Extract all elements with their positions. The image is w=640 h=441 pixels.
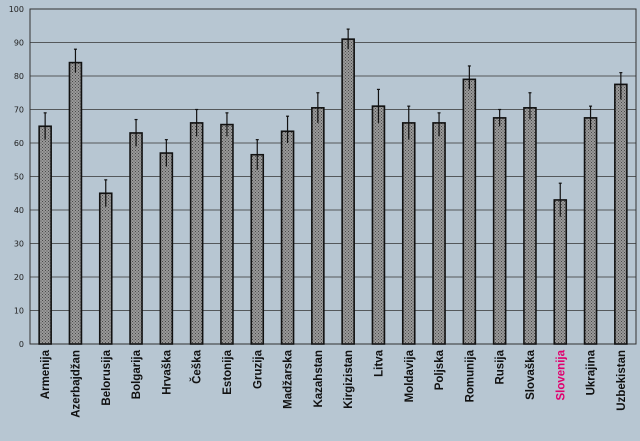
y-tick-label: 40 [14, 206, 24, 215]
bar [523, 107, 537, 345]
bar [189, 122, 204, 345]
bar [129, 132, 143, 345]
x-tick-label: Ukrajina [586, 349, 598, 395]
y-tick-label: 20 [14, 273, 24, 282]
error-bars [43, 28, 623, 217]
y-tick-label: 60 [14, 139, 24, 148]
x-tick-label: Litva [373, 349, 385, 376]
bar [311, 107, 325, 345]
x-tick-label: Kazahstan [313, 350, 325, 408]
x-tick-label: Armenija [40, 349, 52, 399]
bar [371, 105, 386, 345]
y-tick-label: 10 [14, 307, 24, 316]
x-tick-label: Bolgarija [131, 349, 143, 399]
y-axis-ticks: 0 10 20 30 40 50 60 70 80 90 100 [9, 5, 24, 349]
y-tick-label: 100 [9, 5, 24, 14]
bar [492, 117, 507, 345]
y-tick-label: 70 [14, 106, 24, 115]
x-tick-label: Azerbajdžan [70, 350, 82, 418]
bars [38, 38, 628, 345]
x-tick-label: Estonija [222, 349, 234, 394]
bar [250, 153, 265, 345]
x-tick-label: Slovaška [525, 349, 537, 399]
bar [462, 78, 477, 345]
bar [38, 125, 52, 345]
x-tick-label: Romunija [464, 349, 476, 402]
y-tick-label: 90 [14, 39, 24, 48]
x-tick-label: Hrvaška [161, 349, 173, 394]
bar [280, 130, 295, 345]
bar [432, 122, 446, 345]
x-tick-label: Gruzija [252, 349, 264, 389]
x-tick-label: Slovenija [555, 349, 567, 400]
bar [98, 192, 113, 345]
x-tick-label: Kirgizistan [343, 350, 355, 409]
bar [341, 38, 355, 345]
x-tick-label: Češka [191, 349, 204, 383]
x-tick-label: Madžarska [283, 349, 295, 408]
x-tick-label: Poljska [434, 349, 446, 390]
x-tick-label: Moldavija [404, 349, 416, 402]
x-tick-label: Belorusija [101, 349, 113, 405]
bar [220, 123, 234, 345]
bar [553, 199, 568, 345]
bar [583, 117, 598, 345]
x-axis-labels: Armenija Azerbajdžan Belorusija Bolgarija Hr… [40, 349, 628, 417]
y-tick-label: 0 [19, 340, 24, 349]
bar [68, 61, 83, 345]
bar [159, 152, 174, 345]
bar [401, 122, 416, 345]
y-tick-label: 30 [14, 240, 24, 249]
y-tick-label: 50 [14, 173, 24, 182]
bar [614, 83, 628, 345]
y-tick-label: 80 [14, 72, 24, 81]
x-tick-label: Rusija [495, 349, 507, 384]
x-tick-label: Uzbekistan [616, 350, 628, 411]
